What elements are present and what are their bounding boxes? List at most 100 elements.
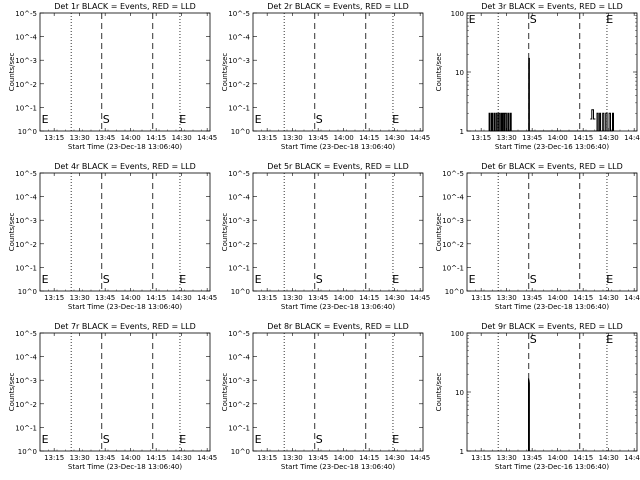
x-tick-label: 14:00: [548, 134, 568, 142]
x-tick-label: 13:30: [283, 134, 303, 142]
y-tick-label: 10^-5: [228, 330, 250, 338]
x-tick-label: 14:15: [359, 454, 379, 462]
y-axis-label: Counts/sec: [435, 213, 443, 252]
x-tick-label: 14:30: [599, 294, 619, 302]
y-axis-label: Counts/sec: [221, 53, 229, 92]
y-tick-label: 10^-1: [15, 424, 37, 432]
y-tick-label: 10^-1: [442, 264, 464, 272]
x-tick-label: 14:00: [121, 454, 141, 462]
y-tick-label: 10^-2: [228, 241, 250, 249]
y-tick-label: 10^0: [231, 448, 250, 456]
x-tick-label: 14:00: [334, 294, 354, 302]
x-tick-label: 13:45: [308, 454, 328, 462]
x-tick-label: 14:45: [197, 134, 217, 142]
marker-letter-e: E: [42, 113, 49, 126]
x-tick-label: 14:30: [599, 454, 619, 462]
chart-panel-5: Det 5r BLACK = Events, RED = LLD 13:15 13:…: [221, 162, 430, 311]
y-tick-label: 10^-2: [228, 401, 250, 409]
x-tick-label: 14:45: [624, 134, 640, 142]
marker-letter-e: E: [469, 13, 476, 26]
x-tick-label: 13:30: [70, 294, 90, 302]
chart-title: Det 1r BLACK = Events, RED = LLD: [54, 2, 196, 11]
y-tick-label: 10^-1: [228, 104, 250, 112]
x-tick-label: 14:45: [197, 454, 217, 462]
x-axis-label: Start Time (23-Dec-18 13:06:40): [68, 463, 182, 471]
marker-letter-e: E: [392, 433, 399, 446]
x-tick-label: 13:45: [95, 454, 115, 462]
marker-letter-e: E: [255, 113, 262, 126]
y-tick-label: 10^-4: [15, 194, 37, 202]
x-tick-label: 14:15: [146, 134, 166, 142]
y-tick-label: 10^0: [231, 288, 250, 296]
x-tick-label: 13:15: [44, 454, 64, 462]
chart-title: Det 8r BLACK = Events, RED = LLD: [267, 322, 409, 331]
x-tick-label: 14:15: [573, 134, 593, 142]
x-axis-label: Start Time (23-Dec-18 13:06:40): [495, 303, 609, 311]
marker-letter-e: E: [392, 273, 399, 286]
marker-letter-e: E: [42, 433, 49, 446]
chart-panel-7: Det 7r BLACK = Events, RED = LLD 13:15 13:…: [8, 322, 217, 471]
marker-letter-e: E: [392, 113, 399, 126]
x-tick-label: 14:15: [146, 294, 166, 302]
x-axis-label: Start Time (23-Dec-18 13:06:40): [68, 143, 182, 151]
y-tick-label: 10^-1: [228, 264, 250, 272]
marker-letter-s: S: [530, 273, 537, 286]
x-tick-label: 14:00: [121, 294, 141, 302]
y-tick-label: 10^0: [18, 128, 37, 136]
x-tick-label: 14:00: [121, 134, 141, 142]
y-axis-label: Counts/sec: [8, 53, 16, 92]
y-axis-label: Counts/sec: [435, 373, 443, 412]
y-tick-label: 10^0: [18, 288, 37, 296]
x-axis-label: Start Time (23-Dec-18 13:06:40): [281, 303, 395, 311]
y-tick-label: 1: [460, 448, 464, 456]
y-axis-label: Counts/sec: [8, 213, 16, 252]
x-tick-label: 14:45: [197, 294, 217, 302]
chart-title: Det 4r BLACK = Events, RED = LLD: [54, 162, 196, 171]
x-tick-label: 13:45: [308, 294, 328, 302]
x-tick-label: 14:45: [624, 294, 640, 302]
marker-letter-e: E: [42, 273, 49, 286]
marker-letter-e: E: [179, 433, 186, 446]
y-tick-label: 10^-5: [228, 170, 250, 178]
x-tick-label: 13:45: [95, 294, 115, 302]
x-tick-label: 13:30: [283, 454, 303, 462]
chart-panel-8: Det 8r BLACK = Events, RED = LLD 13:15 13:…: [221, 322, 430, 471]
x-tick-label: 13:15: [44, 134, 64, 142]
x-axis-label: Start Time (23-Dec-16 13:06:40): [495, 143, 609, 151]
y-tick-label: 10^-1: [228, 424, 250, 432]
x-tick-label: 13:15: [471, 294, 491, 302]
x-axis-label: Start Time (23-Dec-18 13:06:40): [281, 143, 395, 151]
marker-letter-s: S: [530, 13, 537, 26]
x-tick-label: 14:00: [334, 134, 354, 142]
chart-title: Det 9r BLACK = Events, RED = LLD: [481, 322, 623, 331]
x-tick-label: 14:15: [146, 454, 166, 462]
x-tick-label: 13:30: [497, 454, 517, 462]
x-tick-label: 13:30: [70, 134, 90, 142]
y-tick-label: 10^-3: [15, 377, 37, 385]
chart-panel-4: Det 4r BLACK = Events, RED = LLD 13:15 13:…: [8, 162, 217, 311]
marker-letter-e: E: [606, 273, 613, 286]
marker-letter-s: S: [103, 273, 110, 286]
marker-letter-s: S: [103, 433, 110, 446]
x-tick-label: 14:30: [599, 134, 619, 142]
y-tick-label: 10^-4: [15, 354, 37, 362]
x-axis-label: Start Time (23-Dec-18 13:06:40): [68, 303, 182, 311]
chart-title: Det 5r BLACK = Events, RED = LLD: [267, 162, 409, 171]
x-tick-label: 13:30: [283, 294, 303, 302]
chart-panel-9: Det 9r BLACK = Events, RED = LLD 13:15 13:…: [435, 322, 640, 471]
x-tick-label: 14:45: [624, 454, 640, 462]
x-tick-label: 14:00: [548, 294, 568, 302]
chart-title: Det 3r BLACK = Events, RED = LLD: [481, 2, 623, 11]
y-axis-label: Counts/sec: [221, 373, 229, 412]
x-tick-label: 13:45: [95, 134, 115, 142]
x-axis-label: Start Time (23-Dec-16 13:06:40): [495, 463, 609, 471]
y-axis-label: Counts/sec: [435, 53, 443, 92]
x-tick-label: 13:15: [471, 134, 491, 142]
marker-letter-e: E: [255, 433, 262, 446]
x-tick-label: 14:15: [359, 134, 379, 142]
y-axis-label: Counts/sec: [221, 213, 229, 252]
x-tick-label: 13:30: [70, 454, 90, 462]
x-tick-label: 13:45: [522, 294, 542, 302]
y-tick-label: 10^0: [445, 288, 464, 296]
x-tick-label: 13:15: [471, 454, 491, 462]
